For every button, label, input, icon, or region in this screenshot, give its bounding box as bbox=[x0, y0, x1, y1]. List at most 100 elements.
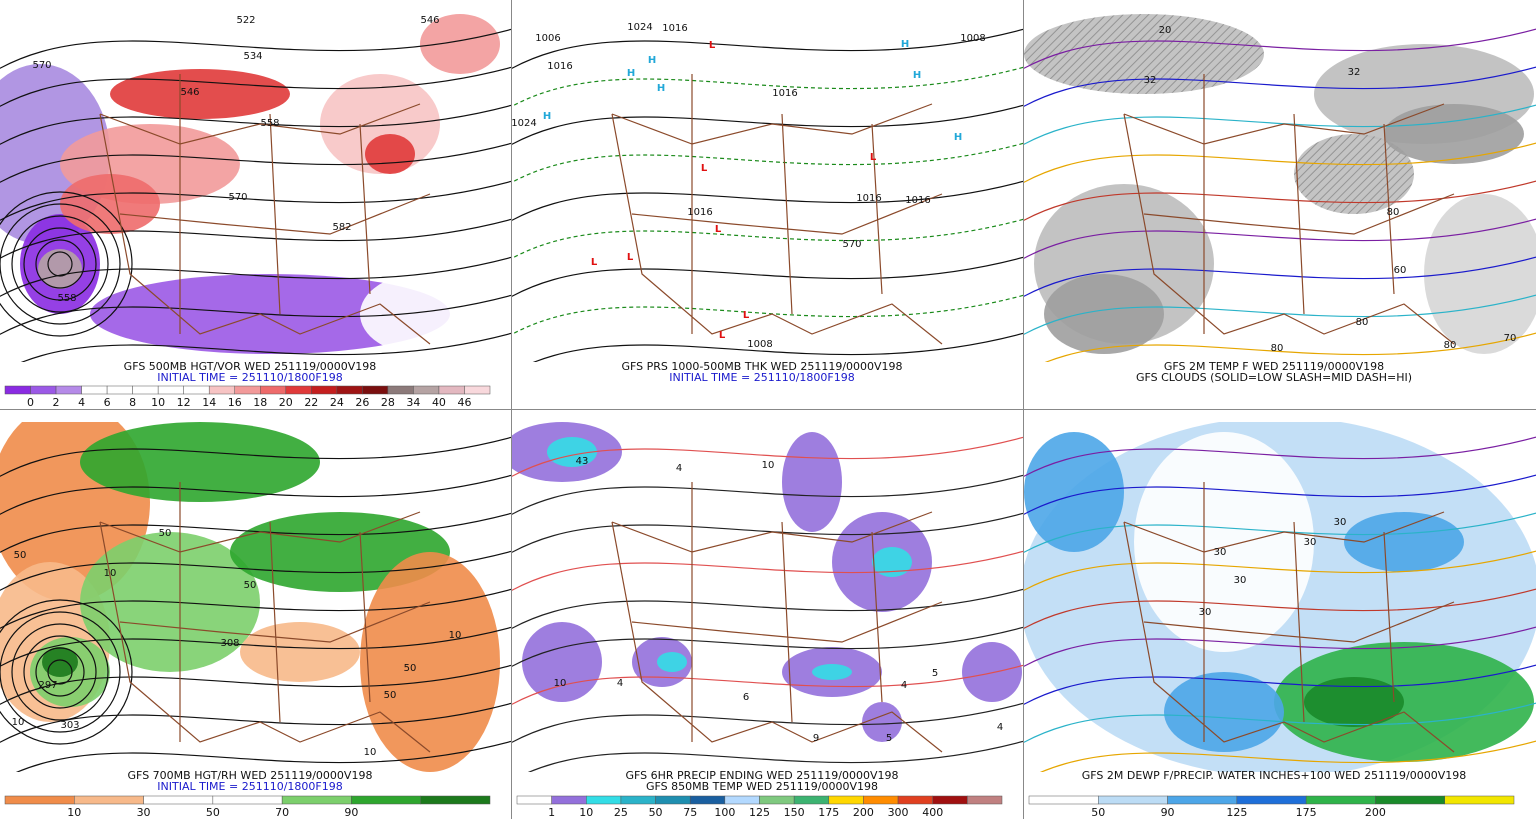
map: 570 546 534 522 546 558 570 582 558 bbox=[0, 14, 511, 362]
shaded-area bbox=[1024, 432, 1124, 552]
caption: GFS 500MB HGT/VOR WED 251119/0000V198 bbox=[124, 360, 377, 373]
shaded-area bbox=[420, 14, 500, 74]
shaded-area bbox=[657, 652, 687, 672]
map-label: 558 bbox=[260, 118, 279, 129]
map-label: 50 bbox=[384, 690, 397, 701]
map-label: 80 bbox=[1271, 343, 1284, 354]
caption: GFS 6HR PRECIP ENDING WED 251119/0000V19… bbox=[626, 769, 899, 782]
map-label: 1016 bbox=[662, 23, 687, 34]
contour bbox=[1024, 294, 1536, 336]
map-label: 1016 bbox=[856, 193, 881, 204]
colorbar-swatch bbox=[351, 795, 421, 805]
map-label: 1006 bbox=[535, 33, 560, 44]
map-label: 1016 bbox=[547, 61, 572, 72]
map-label: 80 bbox=[1387, 207, 1400, 218]
colorbar-label: 22 bbox=[304, 396, 318, 409]
map-label: 32 bbox=[1348, 67, 1361, 78]
colorbar-label: 8 bbox=[129, 396, 136, 409]
colorbar-label: 100 bbox=[714, 806, 735, 819]
colorbar-swatch bbox=[285, 385, 312, 395]
contour bbox=[1024, 588, 1536, 630]
contour bbox=[0, 191, 133, 337]
map-label: L bbox=[870, 152, 877, 163]
map-label: 10 bbox=[104, 568, 117, 579]
colorbar-label: 75 bbox=[683, 806, 697, 819]
map-label: L bbox=[709, 40, 716, 51]
contour bbox=[47, 251, 73, 277]
shaded-area bbox=[42, 647, 78, 677]
contour bbox=[0, 256, 511, 298]
colorbar-swatch bbox=[387, 385, 414, 395]
map-label: 297 bbox=[38, 680, 57, 691]
colorbar-label: 40 bbox=[432, 396, 446, 409]
colorbar-label: 200 bbox=[1365, 806, 1386, 819]
map-label: H bbox=[543, 111, 551, 122]
colorbar-swatch bbox=[724, 795, 760, 805]
contour bbox=[1024, 66, 1536, 108]
map-label: 32 bbox=[1144, 75, 1157, 86]
map-label: 30 bbox=[1334, 517, 1347, 528]
contour bbox=[512, 104, 1023, 146]
map-label: 6 bbox=[743, 692, 749, 703]
colorbar-label: 50 bbox=[1091, 806, 1105, 819]
colorbar-label: 300 bbox=[888, 806, 909, 819]
colorbar-label: 16 bbox=[228, 396, 242, 409]
contour bbox=[11, 215, 109, 313]
contour bbox=[0, 599, 133, 745]
contour bbox=[512, 142, 1023, 184]
colorbar-swatch bbox=[183, 385, 210, 395]
contour bbox=[512, 702, 1023, 744]
colorbar-swatch bbox=[212, 795, 283, 805]
caption: GFS 2M TEMP F WED 251119/0000V198 bbox=[1164, 360, 1384, 373]
contour bbox=[1024, 702, 1536, 744]
contour bbox=[11, 623, 109, 721]
colorbar-swatch bbox=[336, 385, 363, 395]
contour bbox=[512, 256, 1023, 298]
colorbar-label: 34 bbox=[406, 396, 420, 409]
contour bbox=[0, 218, 511, 260]
contour bbox=[512, 28, 1023, 70]
colorbar-swatch bbox=[132, 385, 159, 395]
caption: INITIAL TIME = 251110/1800F198 bbox=[157, 780, 342, 793]
colorbar-swatch bbox=[793, 795, 830, 805]
map-label: 303 bbox=[60, 720, 79, 731]
colorbar-label: 26 bbox=[355, 396, 369, 409]
shaded-area bbox=[60, 174, 160, 234]
colorbar-swatch bbox=[1167, 795, 1238, 805]
map-label: 30 bbox=[1234, 575, 1247, 586]
map-label: 570 bbox=[32, 60, 51, 71]
colorbar-label: 25 bbox=[614, 806, 628, 819]
map: 50 10 50 50 308 50 10 50 10 10 297 303 bbox=[0, 422, 511, 772]
contour bbox=[16, 740, 511, 772]
colorbar-swatch bbox=[516, 795, 552, 805]
contour bbox=[512, 550, 1023, 592]
contour bbox=[512, 664, 1023, 706]
map-label: 9 bbox=[813, 733, 819, 744]
map-label: 5 bbox=[886, 733, 892, 744]
map-label: 1024 bbox=[627, 22, 652, 33]
colorbar-swatch bbox=[81, 385, 108, 395]
colorbar-label: 50 bbox=[649, 806, 663, 819]
contour bbox=[1024, 664, 1536, 706]
contour bbox=[0, 550, 511, 592]
map-label: 4 bbox=[617, 678, 623, 689]
map-background bbox=[512, 422, 1023, 772]
colorbar-swatch bbox=[586, 795, 622, 805]
contour bbox=[1024, 256, 1536, 298]
map-label: 522 bbox=[236, 15, 255, 26]
colorbar-label: 14 bbox=[202, 396, 216, 409]
map-label: 30 bbox=[1304, 537, 1317, 548]
map: 20 32 32 80 60 80 80 70 80 bbox=[1024, 14, 1536, 362]
colorbar-swatch bbox=[4, 385, 31, 395]
map-panel: 570 546 534 522 546 558 570 582 558 GFS 500MB HGT… bbox=[0, 14, 511, 409]
map: 43 4 10 10 4 6 9 4 5 4 5 bbox=[512, 422, 1023, 772]
map-label: 30 bbox=[1199, 607, 1212, 618]
caption: GFS CLOUDS (SOLID=LOW SLASH=MID DASH=HI) bbox=[1136, 371, 1412, 384]
contour bbox=[512, 180, 1023, 222]
shaded-area bbox=[80, 422, 320, 502]
map-label: L bbox=[591, 257, 598, 268]
contour bbox=[1024, 218, 1536, 260]
map-label: L bbox=[719, 330, 726, 341]
contour bbox=[512, 436, 1023, 478]
colorbar-swatch bbox=[932, 795, 968, 805]
